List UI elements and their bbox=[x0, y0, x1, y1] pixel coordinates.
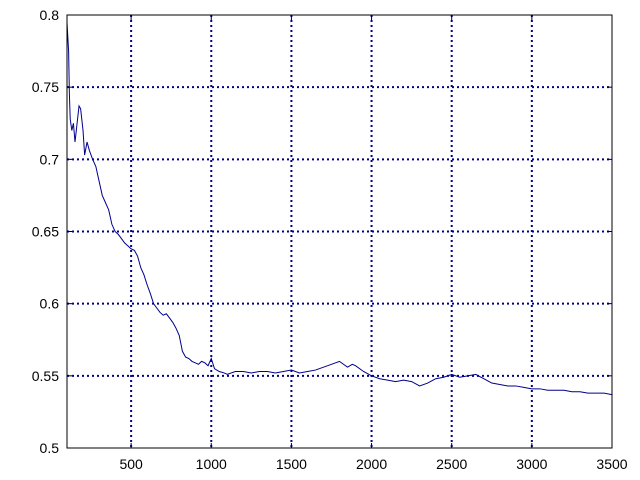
tick-marks bbox=[67, 14, 613, 449]
y-tick-label: 0.7 bbox=[40, 151, 60, 167]
y-tick-label: 0.55 bbox=[32, 368, 59, 384]
x-tick-label: 2500 bbox=[436, 456, 467, 472]
y-tick-label: 0.65 bbox=[32, 224, 59, 240]
x-tick-label: 1500 bbox=[276, 456, 307, 472]
x-tick-label: 3500 bbox=[596, 456, 627, 472]
series-line bbox=[66, 22, 613, 396]
y-tick-label: 0.8 bbox=[40, 7, 60, 23]
y-tick-label: 0.75 bbox=[32, 79, 59, 95]
y-axis-tick-labels: 0.5 0.55 0.6 0.65 0.7 0.75 0.8 bbox=[32, 7, 59, 456]
y-tick-label: 0.5 bbox=[40, 440, 60, 456]
x-tick-label: 3000 bbox=[516, 456, 547, 472]
x-tick-label: 2000 bbox=[356, 456, 387, 472]
x-tick-label: 1000 bbox=[196, 456, 227, 472]
grid-lines bbox=[67, 15, 612, 448]
y-tick-label: 0.6 bbox=[40, 296, 60, 312]
x-tick-label: 500 bbox=[119, 456, 143, 472]
x-axis-tick-labels: 500 1000 1500 2000 2500 3000 3500 bbox=[119, 456, 627, 472]
